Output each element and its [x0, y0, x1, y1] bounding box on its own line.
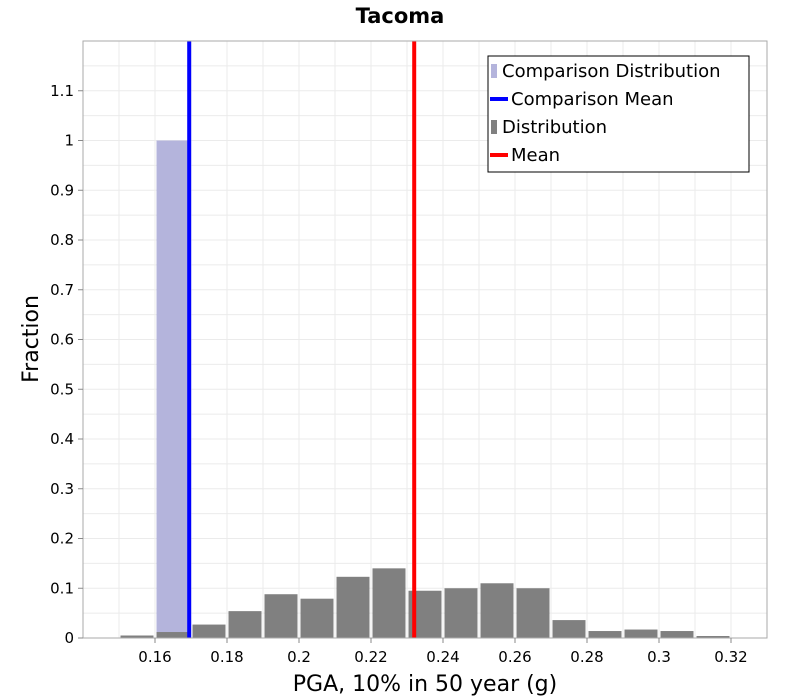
legend-label: Mean — [511, 145, 560, 166]
distribution-bar — [336, 576, 370, 638]
chart-title: Tacoma — [356, 4, 445, 28]
legend-box — [487, 55, 750, 173]
y-tick-label: 0.4 — [50, 430, 74, 448]
distribution-bar — [372, 568, 406, 638]
x-tick-label: 0.16 — [138, 648, 171, 666]
x-tick-label: 0.3 — [647, 648, 671, 666]
legend: Comparison Distribution Comparison Mean Di… — [487, 55, 750, 173]
y-tick-label: 0.7 — [50, 281, 74, 299]
bars — [120, 140, 730, 638]
x-tick-label: 0.2 — [287, 648, 311, 666]
y-tick-label: 0.5 — [50, 380, 74, 398]
distribution-bar — [300, 598, 334, 638]
x-tick-label: 0.22 — [354, 648, 387, 666]
y-axis-ticks: 0 0.1 0.2 0.3 0.4 0.5 0.6 0.7 0.8 0.9 1 1.1 — [50, 82, 83, 647]
y-tick-label: 0.2 — [50, 530, 74, 548]
x-tick-label: 0.24 — [426, 648, 459, 666]
distribution-bar — [588, 631, 622, 638]
distribution-bar — [552, 620, 586, 638]
distribution-bar — [480, 583, 514, 638]
y-tick-label: 1.1 — [50, 82, 74, 100]
y-tick-label: 0.6 — [50, 331, 74, 349]
x-tick-label: 0.28 — [570, 648, 603, 666]
distribution-bar — [228, 611, 262, 638]
y-tick-label: 0.1 — [50, 579, 74, 597]
y-axis-title: Fraction — [19, 295, 44, 383]
distribution-bar — [192, 624, 226, 638]
x-tick-label: 0.32 — [714, 648, 747, 666]
legend-label: Comparison Mean — [511, 89, 674, 110]
y-tick-label: 1 — [64, 132, 74, 150]
distribution-bar — [660, 631, 694, 638]
x-axis-title: PGA, 10% in 50 year (g) — [293, 672, 557, 697]
y-tick-label: 0.8 — [50, 231, 74, 249]
comparison-distribution-bar — [156, 140, 190, 638]
x-tick-label: 0.26 — [498, 648, 531, 666]
x-tick-label: 0.18 — [210, 648, 243, 666]
x-axis-ticks: 0.16 0.18 0.2 0.22 0.24 0.26 0.28 0.3 0.32 — [138, 638, 748, 666]
legend-swatch — [491, 64, 497, 78]
legend-label: Comparison Distribution — [502, 61, 721, 82]
y-tick-label: 0 — [64, 629, 74, 647]
y-tick-label: 0.3 — [50, 480, 74, 498]
y-tick-label: 0.9 — [50, 181, 74, 199]
distribution-bar — [516, 588, 550, 638]
distribution-bar — [264, 594, 298, 638]
mean-lines — [187, 41, 417, 638]
legend-label: Distribution — [502, 117, 607, 138]
distribution-bar — [120, 635, 154, 638]
distribution-bar — [624, 629, 658, 638]
distribution-bar — [696, 636, 730, 638]
distribution-bar — [444, 588, 478, 638]
distribution-bar — [156, 632, 190, 638]
legend-swatch — [491, 120, 497, 134]
